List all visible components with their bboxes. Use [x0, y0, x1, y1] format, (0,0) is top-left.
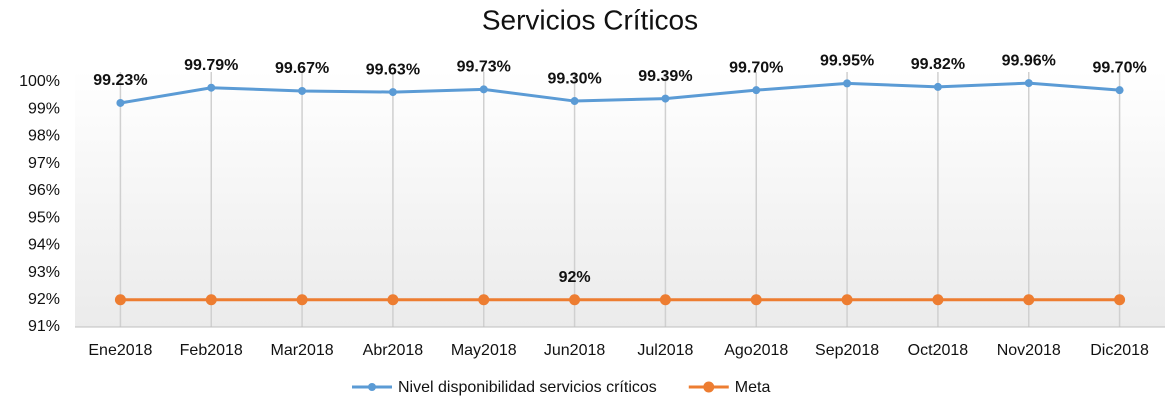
- data-point: [569, 294, 581, 306]
- data-point: [205, 294, 217, 306]
- x-tick-label: Nov2018: [997, 342, 1061, 359]
- data-point: [479, 85, 488, 94]
- data-label: 99.23%: [93, 72, 147, 89]
- legend-marker: [368, 383, 376, 391]
- y-tick-label: 97%: [28, 155, 60, 172]
- data-point: [750, 294, 762, 306]
- x-tick-label: Sep2018: [815, 342, 879, 359]
- legend-label: Meta: [735, 379, 771, 396]
- data-point: [1114, 294, 1126, 306]
- data-point: [478, 294, 490, 306]
- data-point: [296, 294, 308, 306]
- data-point: [661, 94, 670, 103]
- data-point: [1024, 79, 1033, 88]
- y-tick-label: 92%: [28, 291, 60, 308]
- y-tick-label: 96%: [28, 182, 60, 199]
- x-tick-label: Feb2018: [180, 342, 243, 359]
- data-point: [933, 82, 942, 91]
- data-label: 99.82%: [911, 56, 965, 73]
- data-point: [932, 294, 944, 306]
- data-point: [752, 86, 761, 95]
- data-point: [116, 98, 125, 107]
- data-point: [388, 88, 397, 97]
- y-tick-label: 94%: [28, 237, 60, 254]
- legend-label: Nivel disponibilidad servicios críticos: [398, 379, 657, 396]
- data-label: 99.95%: [820, 53, 874, 70]
- data-point: [843, 79, 852, 88]
- data-point: [841, 294, 853, 306]
- y-tick-label: 99%: [28, 100, 60, 117]
- data-label: 99.67%: [275, 60, 329, 77]
- data-label: 99.30%: [547, 70, 601, 87]
- series-line: [120, 81, 1120, 105]
- y-tick-label: 95%: [28, 209, 60, 226]
- y-tick-label: 100%: [19, 73, 60, 90]
- data-label: 99.63%: [366, 61, 420, 78]
- data-point: [1115, 86, 1124, 95]
- y-tick-label: 93%: [28, 264, 60, 281]
- data-label: 99.39%: [638, 68, 692, 85]
- data-point: [298, 86, 307, 95]
- y-tick-label: 91%: [28, 318, 60, 335]
- x-tick-label: Mar2018: [271, 342, 334, 359]
- data-label: 99.96%: [1002, 52, 1056, 69]
- y-tick-label: 98%: [28, 128, 60, 145]
- x-tick-label: Dic2018: [1090, 342, 1149, 359]
- data-label: 99.73%: [457, 59, 511, 76]
- x-tick-label: May2018: [451, 342, 517, 359]
- x-tick-label: Abr2018: [363, 342, 424, 359]
- x-tick-label: Ago2018: [724, 342, 788, 359]
- data-point: [570, 97, 579, 106]
- data-point: [207, 83, 216, 92]
- data-label: 99.70%: [729, 59, 783, 76]
- plot-background: [75, 70, 1165, 327]
- data-point: [114, 294, 126, 306]
- data-label: 92%: [559, 269, 591, 286]
- data-point: [659, 294, 671, 306]
- legend-marker: [703, 381, 715, 393]
- data-point: [387, 294, 399, 306]
- x-tick-label: Jun2018: [544, 342, 605, 359]
- x-tick-label: Jul2018: [637, 342, 693, 359]
- data-point: [1023, 294, 1035, 306]
- x-tick-label: Oct2018: [908, 342, 969, 359]
- chart-title: Servicios Críticos: [482, 4, 698, 35]
- x-tick-label: Ene2018: [88, 342, 152, 359]
- data-label: 99.70%: [1092, 59, 1146, 76]
- data-label: 99.79%: [184, 57, 238, 74]
